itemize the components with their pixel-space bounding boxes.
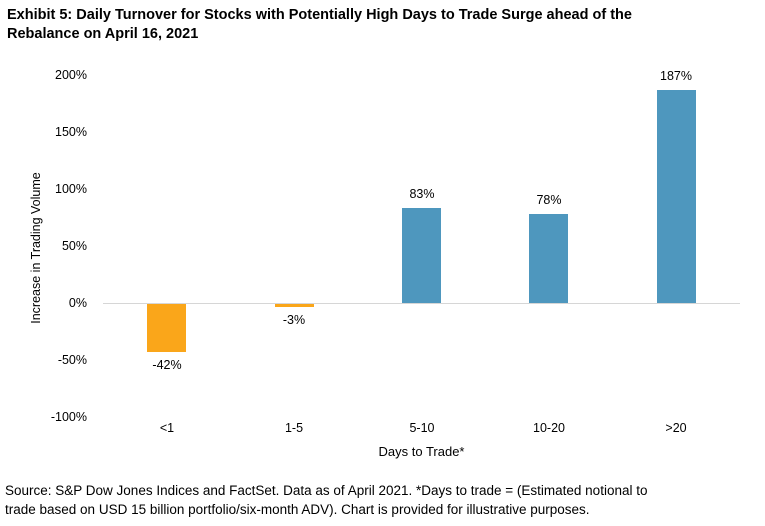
zero-axis-line (103, 303, 740, 304)
y-tick-label: -50% (57, 353, 87, 367)
bar (147, 304, 186, 352)
exhibit-title-line-2: Rebalance on April 16, 2021 (7, 26, 199, 42)
y-tick-label: 200% (55, 68, 87, 82)
y-tick-label: 150% (55, 125, 87, 139)
y-tick-label: 0% (68, 296, 87, 310)
x-tick-label: >20 (665, 421, 687, 435)
x-tick-label: 1-5 (284, 421, 304, 435)
source-note-line-1: Source: S&P Dow Jones Indices and FactSe… (5, 483, 648, 498)
bar-value-label: 78% (536, 193, 562, 207)
y-axis-title: Increase in Trading Volume (29, 172, 43, 324)
bar (275, 304, 314, 307)
bar (657, 90, 696, 303)
bar-value-label: 187% (660, 69, 692, 83)
y-tick-label: -100% (50, 410, 87, 424)
x-tick-label: <1 (159, 421, 175, 435)
x-axis-title: Days to Trade* (378, 444, 465, 459)
y-tick-label: 50% (61, 239, 87, 253)
bar (529, 214, 568, 303)
bar-value-label: -42% (152, 358, 182, 372)
bar-value-label: -3% (282, 313, 306, 327)
bar-value-label: 83% (409, 187, 435, 201)
y-tick-label: 100% (55, 182, 87, 196)
exhibit-title-line-1: Exhibit 5: Daily Turnover for Stocks wit… (7, 7, 632, 23)
x-tick-label: 10-20 (533, 421, 565, 435)
source-note: Source: S&P Dow Jones Indices and FactSe… (5, 481, 647, 519)
bar (402, 208, 441, 303)
source-note-line-2: trade based on USD 15 billion portfolio/… (5, 502, 590, 517)
x-tick-label: 5-10 (409, 421, 435, 435)
exhibit-title: Exhibit 5: Daily Turnover for Stocks wit… (7, 6, 632, 44)
